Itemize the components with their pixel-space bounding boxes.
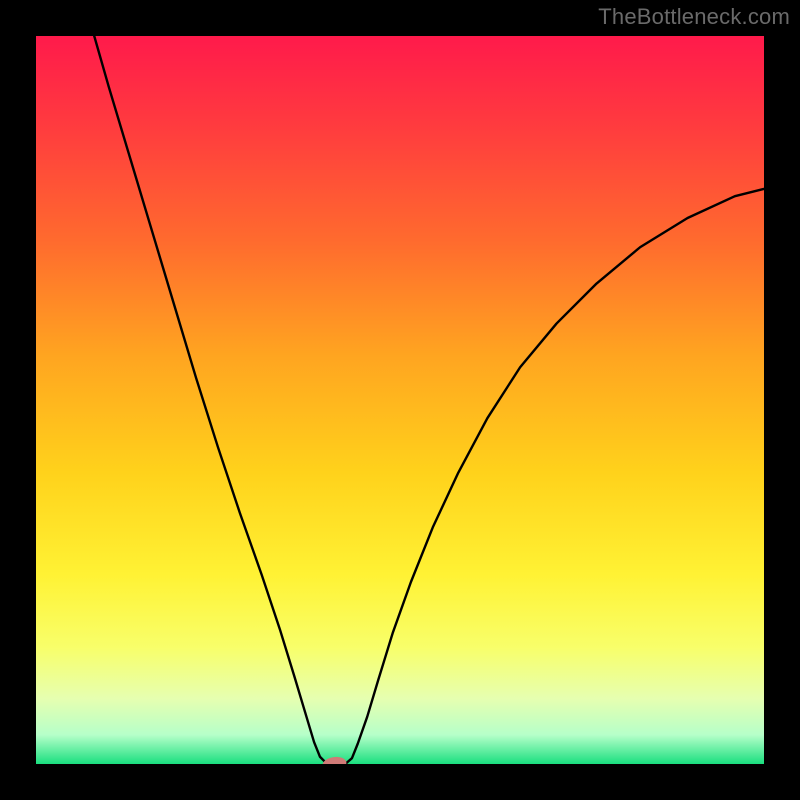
plot-background [36, 36, 764, 764]
bottleneck-chart [0, 0, 800, 800]
chart-container: TheBottleneck.com [0, 0, 800, 800]
source-watermark: TheBottleneck.com [598, 4, 790, 30]
